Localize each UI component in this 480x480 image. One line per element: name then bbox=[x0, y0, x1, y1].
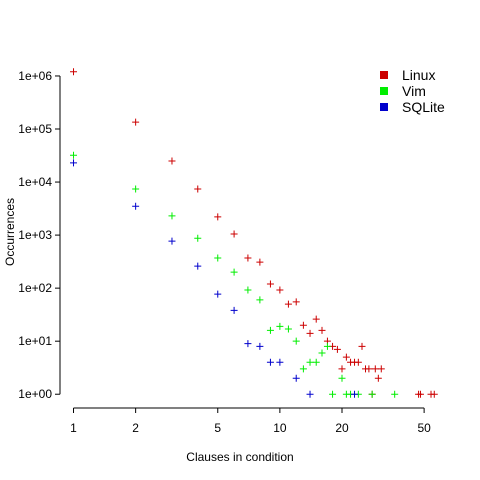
legend-label: SQLite bbox=[402, 99, 445, 115]
x-tick-label: 50 bbox=[417, 421, 431, 435]
point bbox=[333, 345, 341, 353]
legend-swatch bbox=[380, 103, 388, 111]
point bbox=[70, 68, 78, 76]
point bbox=[312, 315, 320, 323]
point bbox=[284, 300, 292, 308]
point bbox=[276, 358, 284, 366]
point bbox=[256, 258, 264, 266]
y-tick-label: 1e+03 bbox=[18, 228, 52, 242]
y-axis-label: Occurrences bbox=[3, 198, 17, 266]
point bbox=[306, 358, 314, 366]
point bbox=[338, 365, 346, 373]
point bbox=[244, 286, 252, 294]
x-tick-label: 20 bbox=[335, 421, 349, 435]
point bbox=[391, 390, 399, 398]
point bbox=[416, 390, 424, 398]
point bbox=[70, 159, 78, 167]
y-tick-label: 1e+00 bbox=[18, 387, 52, 401]
point bbox=[244, 340, 252, 348]
point bbox=[365, 365, 373, 373]
point bbox=[276, 322, 284, 330]
point bbox=[194, 262, 202, 270]
x-tick-label: 2 bbox=[132, 421, 139, 435]
point bbox=[368, 390, 376, 398]
point bbox=[214, 254, 222, 262]
point bbox=[194, 185, 202, 193]
point bbox=[256, 296, 264, 304]
legend-swatch bbox=[380, 71, 388, 79]
point bbox=[292, 337, 300, 345]
point bbox=[338, 374, 346, 382]
point bbox=[430, 390, 438, 398]
point bbox=[266, 326, 274, 334]
point bbox=[292, 298, 300, 306]
point bbox=[70, 151, 78, 159]
point bbox=[306, 390, 314, 398]
point bbox=[168, 157, 176, 165]
point bbox=[312, 358, 320, 366]
point bbox=[276, 286, 284, 294]
point bbox=[168, 237, 176, 245]
x-tick-label: 5 bbox=[214, 421, 221, 435]
point bbox=[256, 342, 264, 350]
point bbox=[306, 329, 314, 337]
point bbox=[374, 374, 382, 382]
point bbox=[266, 358, 274, 366]
legend-swatch bbox=[380, 87, 388, 95]
point bbox=[342, 353, 350, 361]
x-tick-label: 1 bbox=[70, 421, 77, 435]
point bbox=[318, 349, 326, 357]
point bbox=[168, 212, 176, 220]
point bbox=[371, 365, 379, 373]
point bbox=[244, 254, 252, 262]
point bbox=[132, 202, 140, 210]
y-tick-label: 1e+02 bbox=[18, 281, 52, 295]
point bbox=[214, 213, 222, 221]
point bbox=[354, 358, 362, 366]
point bbox=[194, 234, 202, 242]
x-axis-label: Clauses in condition bbox=[186, 450, 293, 464]
point bbox=[299, 365, 307, 373]
point bbox=[329, 390, 337, 398]
point bbox=[230, 306, 238, 314]
point bbox=[358, 342, 366, 350]
point bbox=[351, 390, 359, 398]
point bbox=[132, 185, 140, 193]
point bbox=[266, 280, 274, 288]
point bbox=[299, 321, 307, 329]
point bbox=[132, 118, 140, 126]
point bbox=[323, 342, 331, 350]
y-tick-label: 1e+01 bbox=[18, 334, 52, 348]
y-tick-label: 1e+05 bbox=[18, 122, 52, 136]
point bbox=[318, 326, 326, 334]
point bbox=[292, 374, 300, 382]
x-tick-label: 10 bbox=[273, 421, 287, 435]
point bbox=[284, 325, 292, 333]
point bbox=[230, 268, 238, 276]
point bbox=[377, 365, 385, 373]
y-tick-label: 1e+06 bbox=[18, 69, 52, 83]
y-tick-label: 1e+04 bbox=[18, 175, 52, 189]
point bbox=[214, 290, 222, 298]
point bbox=[230, 230, 238, 238]
legend-label: Vim bbox=[402, 83, 426, 99]
legend-label: Linux bbox=[402, 67, 435, 83]
